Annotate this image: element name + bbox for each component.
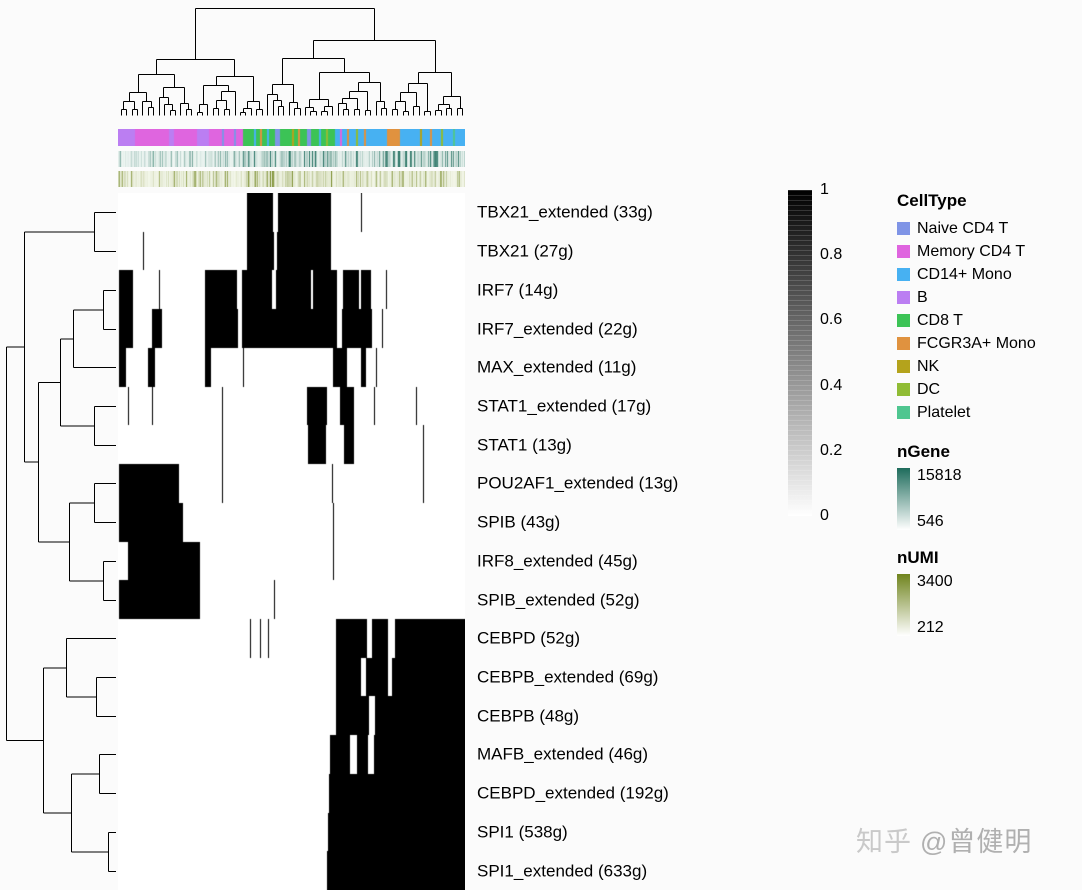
ngene-min-value: 546 — [917, 513, 944, 530]
numi-legend-values: 3400 212 — [917, 574, 953, 636]
row-label: SPI1_extended (633g) — [477, 861, 648, 881]
row-label: MAX_extended (11g) — [477, 357, 637, 377]
celltype-legend-item: Naive CD4 T — [897, 217, 1082, 240]
colorbar-tick-label: 0.6 — [820, 311, 843, 329]
colorbar-tick-label: 0.8 — [820, 246, 843, 264]
numi-max-value: 3400 — [917, 573, 953, 590]
row-label: SPIB (43g) — [477, 512, 561, 532]
row-label: IRF7_extended (22g) — [477, 319, 638, 339]
celltype-legend-item: B — [897, 286, 1082, 309]
celltype-legend-item: NK — [897, 355, 1082, 378]
row-label: STAT1_extended (17g) — [477, 396, 652, 416]
celltype-legend-item: Platelet — [897, 401, 1082, 424]
column-dendrogram — [121, 8, 463, 116]
row-label: MAFB_extended (46g) — [477, 744, 649, 764]
celltype-color-swatch — [897, 222, 910, 235]
celltype-legend-label: B — [917, 288, 928, 306]
ngene-legend: 15818 546 — [897, 468, 1082, 530]
celltype-color-swatch — [897, 337, 910, 350]
celltype-annotation-bar — [118, 129, 465, 146]
celltype-color-swatch — [897, 268, 910, 281]
numi-min-value: 212 — [917, 619, 944, 636]
watermark-site: 知乎 — [856, 827, 912, 857]
row-label: CEBPD (52g) — [477, 628, 580, 648]
celltype-legend-item: CD8 T — [897, 309, 1082, 332]
colorbar-tick-label: 0 — [820, 507, 829, 524]
ngene-legend-title: nGene — [897, 442, 950, 461]
ngene-gradient-swatch — [897, 468, 910, 530]
celltype-color-swatch — [897, 245, 910, 258]
colorbar-gradient — [788, 190, 812, 516]
row-label: SPI1 (538g) — [477, 822, 568, 842]
colorbar-tick-labels: 1 0.8 0.6 0.4 0.2 0 — [788, 182, 858, 524]
celltype-legend-label: FCGR3A+ Mono — [917, 334, 1036, 352]
celltype-legend-label: NK — [917, 357, 940, 375]
colorbar-tick-label: 0.4 — [820, 376, 843, 394]
row-label: STAT1 (13g) — [477, 435, 572, 455]
legend-panel: CellType Naive CD4 T Memory CD4 T CD14+ Mo… — [897, 190, 1082, 644]
row-label: IRF7 (14g) — [477, 280, 559, 300]
celltype-color-swatch — [897, 291, 910, 304]
celltype-legend-item: FCGR3A+ Mono — [897, 332, 1082, 355]
ngene-legend-values: 15818 546 — [917, 468, 962, 530]
celltype-legend-item: CD14+ Mono — [897, 263, 1082, 286]
row-label: POU2AF1_extended (13g) — [477, 473, 679, 493]
row-label: TBX21_extended (33g) — [477, 202, 653, 222]
ngene-annotation-bar — [118, 151, 465, 167]
celltype-color-swatch — [897, 360, 910, 373]
celltype-legend-item: Memory CD4 T — [897, 240, 1082, 263]
numi-annotation-bar — [118, 171, 465, 187]
row-dendrogram — [6, 212, 116, 872]
celltype-legend-label: CD14+ Mono — [917, 265, 1012, 283]
watermark: 知乎 @曾健明 — [856, 826, 1032, 858]
celltype-legend-label: Platelet — [917, 403, 971, 421]
celltype-color-swatch — [897, 314, 910, 327]
row-label: SPIB_extended (52g) — [477, 590, 640, 610]
activity-colorbar: 1 0.8 0.6 0.4 0.2 0 — [788, 182, 858, 524]
numi-gradient-swatch — [897, 574, 910, 636]
celltype-color-swatch — [897, 406, 910, 419]
row-label: CEBPD_extended (192g) — [477, 783, 669, 803]
colorbar-tick-label: 0.2 — [820, 441, 843, 459]
binary-activity-heatmap — [118, 193, 465, 890]
row-label: CEBPB_extended (69g) — [477, 667, 659, 687]
celltype-legend-label: Memory CD4 T — [917, 242, 1026, 260]
celltype-color-swatch — [897, 383, 910, 396]
row-label: TBX21 (27g) — [477, 241, 574, 261]
numi-legend: 3400 212 — [897, 574, 1082, 636]
row-label: IRF8_extended (45g) — [477, 551, 638, 571]
celltype-legend-label: Naive CD4 T — [917, 219, 1009, 237]
celltype-legend-items: Naive CD4 T Memory CD4 T CD14+ Mono B CD8 T F… — [897, 217, 1082, 424]
celltype-legend-title: CellType — [897, 191, 967, 210]
celltype-legend-label: CD8 T — [917, 311, 963, 329]
celltype-legend-label: DC — [917, 380, 941, 398]
watermark-author: @曾健明 — [920, 827, 1033, 857]
row-label: CEBPB (48g) — [477, 706, 580, 726]
ngene-max-value: 15818 — [917, 467, 962, 484]
celltype-legend-item: DC — [897, 378, 1082, 401]
numi-legend-title: nUMI — [897, 548, 939, 567]
colorbar-tick-label: 1 — [820, 181, 829, 198]
